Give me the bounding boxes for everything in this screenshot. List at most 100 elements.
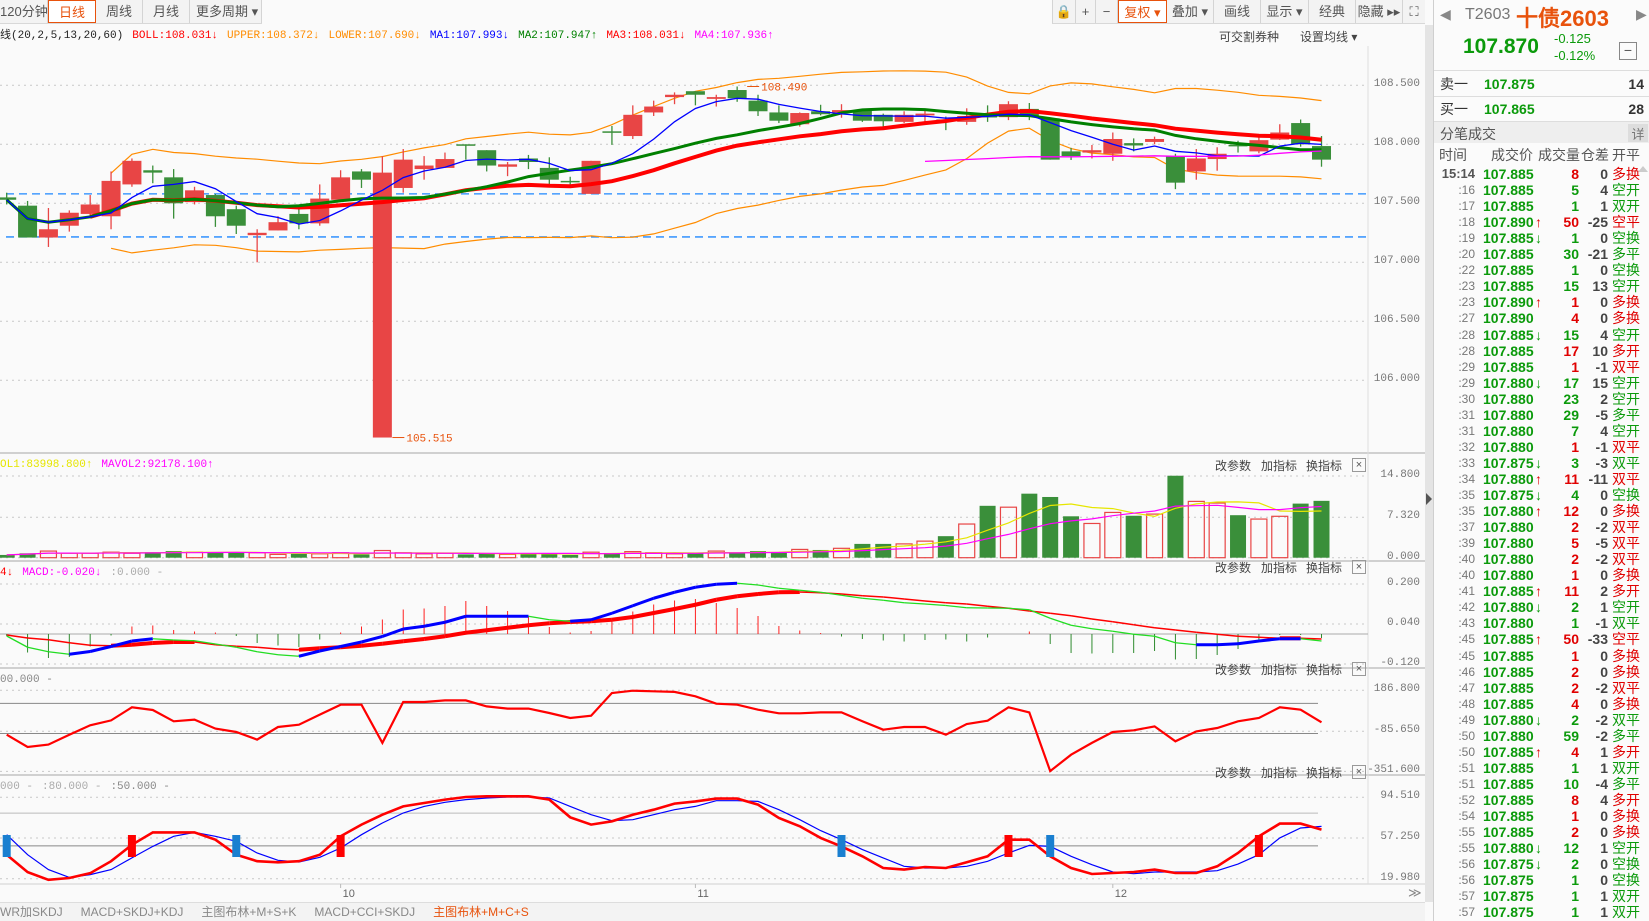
axis-label-cci: -351.600 [1367, 764, 1420, 777]
deliverable-bonds-button[interactable]: 可交割券种 [1219, 30, 1280, 44]
tick-price: 107.885 [1483, 246, 1534, 263]
volume-bar [895, 543, 913, 559]
tick-type: 双开 [1612, 904, 1640, 921]
tab-monthly[interactable]: 月线 [143, 0, 190, 23]
tick-oi-change: 4 [1600, 326, 1608, 343]
candle-body [393, 159, 413, 188]
ticks-header: 分笔成交 详 [1434, 121, 1649, 143]
tab-macd-skdj-kdj[interactable]: MACD+SKDJ+KDJ [80, 905, 184, 919]
switch-indicator-button[interactable]: 换指标 [1306, 561, 1343, 575]
candle-body [1291, 123, 1311, 145]
candle-body [769, 112, 789, 121]
tick-row: :20 107.885 30 -21 多平 [1434, 246, 1649, 262]
change-params-button[interactable]: 改参数 [1215, 766, 1252, 780]
switch-indicator-button[interactable]: 换指标 [1306, 459, 1343, 473]
tick-price: 107.880 [1483, 727, 1534, 744]
next-contract-arrow-icon[interactable]: ▶ [1636, 6, 1647, 22]
tick-volume: 2 [1571, 519, 1579, 536]
volume-bar [770, 552, 787, 558]
tick-oi-change: -1 [1595, 438, 1608, 455]
hide-button[interactable]: 隐藏 ▸▸ [1356, 0, 1403, 23]
dif-line-segment [1258, 637, 1280, 643]
tab-boll-m-s-k[interactable]: 主图布林+M+S+K [201, 905, 297, 919]
tick-oi-change: -5 [1595, 535, 1608, 552]
tick-row: :22 107.885 1 0 空换 [1434, 262, 1649, 278]
zoom-in-icon[interactable]: + [1076, 0, 1096, 23]
tick-time: :35 [1458, 504, 1475, 519]
tick-volume: 8 [1571, 791, 1579, 808]
tick-volume: 8 [1571, 166, 1579, 182]
tick-time: :22 [1458, 263, 1475, 278]
axis-label-cci: -85.650 [1373, 724, 1420, 737]
candle-body [1124, 143, 1144, 146]
dea-line-segment [904, 598, 926, 602]
draw-line-button[interactable]: 画线 [1214, 0, 1261, 23]
dea-line-segment [1300, 637, 1322, 640]
panel-splitter[interactable] [1425, 25, 1433, 902]
tab-weekly[interactable]: 周线 [96, 0, 143, 23]
switch-indicator-button[interactable]: 换指标 [1306, 766, 1343, 780]
tick-type: 双平 [1612, 615, 1640, 632]
more-periods-dropdown[interactable]: 更多周期 ▾ [190, 0, 262, 23]
tick-price: 107.875 [1483, 904, 1534, 921]
zoom-out-icon[interactable]: − [1096, 0, 1118, 23]
indicator-value: MA2:107.947↑ [518, 30, 598, 42]
set-ma-dropdown[interactable]: 设置均线 ▾ [1300, 30, 1358, 44]
ask-label: 卖一 [1440, 76, 1468, 92]
tab-120min[interactable]: 120分钟 [0, 0, 48, 23]
switch-indicator-button[interactable]: 换指标 [1306, 663, 1343, 677]
display-dropdown[interactable]: 显示 ▾ [1261, 0, 1309, 23]
tick-row: :19 107.885 ↓ 1 0 空换 [1434, 230, 1649, 246]
tick-volume: 1 [1571, 808, 1579, 824]
collapse-button[interactable]: − [1619, 42, 1637, 60]
close-panel-icon[interactable]: × [1352, 458, 1366, 472]
dea-line-segment [69, 642, 91, 646]
classic-button[interactable]: 经典 [1309, 0, 1356, 23]
dea-line-segment [257, 646, 279, 650]
tick-volume: 50 [1563, 631, 1579, 648]
overlay-dropdown[interactable]: 叠加 ▾ [1167, 0, 1214, 23]
add-indicator-button[interactable]: 加指标 [1261, 663, 1298, 677]
change-params-button[interactable]: 改参数 [1215, 561, 1252, 575]
tick-oi-change: 1 [1600, 840, 1608, 857]
indicator-value: :0.000 - [110, 567, 164, 579]
lock-icon[interactable]: 🔒 [1053, 0, 1076, 23]
candle-body [0, 197, 17, 200]
add-indicator-button[interactable]: 加指标 [1261, 766, 1298, 780]
fullscreen-icon[interactable]: ⛶ [1409, 4, 1419, 19]
close-panel-icon[interactable]: × [1352, 560, 1366, 574]
dif-line-segment [883, 599, 905, 604]
tab-daily[interactable]: 日线 [48, 0, 96, 23]
scroll-up-icon[interactable] [1638, 166, 1648, 172]
tab-boll-m-c-s[interactable]: 主图布林+M+C+S [433, 905, 529, 919]
dea-line-segment [403, 637, 425, 644]
prev-contract-arrow-icon[interactable]: ◀ [1440, 6, 1451, 22]
tick-type: 双平 [1612, 535, 1640, 552]
add-indicator-button[interactable]: 加指标 [1261, 459, 1298, 473]
volume-bar [1083, 522, 1101, 559]
change-params-button[interactable]: 改参数 [1215, 663, 1252, 677]
tick-oi-change: 4 [1600, 422, 1608, 439]
tick-oi-change: -33 [1587, 631, 1608, 648]
tick-type: 多换 [1612, 695, 1640, 712]
tick-price: 107.880 [1483, 406, 1534, 423]
dea-line-segment [298, 646, 320, 652]
change-params-button[interactable]: 改参数 [1215, 459, 1252, 473]
scroll-right-button[interactable]: ≫ [1408, 885, 1422, 900]
close-panel-icon[interactable]: × [1352, 662, 1366, 676]
tab-macd-cci-skdj[interactable]: MACD+CCI+SKDJ [314, 905, 416, 919]
tick-time: :55 [1458, 841, 1475, 856]
collapse-arrow-icon[interactable] [1426, 493, 1432, 505]
indicator-value: :50.000 - [110, 781, 170, 793]
close-panel-icon[interactable]: × [1352, 765, 1366, 779]
detail-button[interactable]: 详 [1628, 124, 1648, 142]
tick-oi-change: -4 [1595, 775, 1608, 792]
indicator-value: MACD:-0.020↓ [22, 567, 102, 579]
tab-wr-skdj[interactable]: WR加SKDJ [0, 905, 63, 919]
tick-oi-change: -21 [1587, 246, 1608, 263]
add-indicator-button[interactable]: 加指标 [1261, 561, 1298, 575]
kline-chart[interactable]: 108.490 105.515 10 11 12 [0, 0, 1432, 921]
tick-time: :57 [1458, 905, 1475, 920]
adjust-dropdown[interactable]: 复权 ▾ [1118, 0, 1167, 23]
dif-line-segment [590, 611, 613, 622]
